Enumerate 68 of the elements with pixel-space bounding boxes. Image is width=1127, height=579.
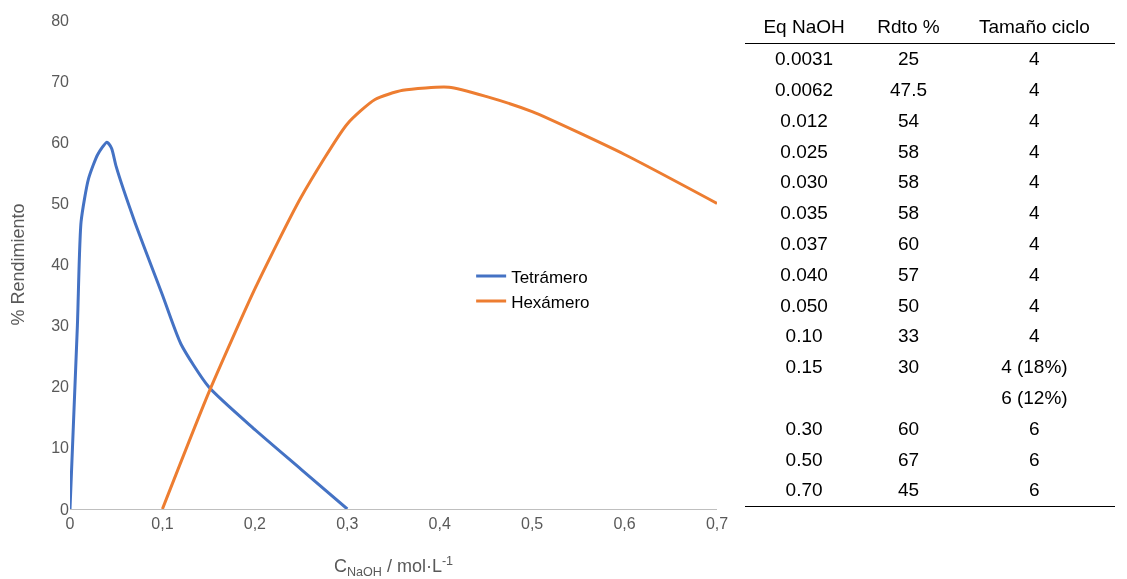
y-tick-label: 40 <box>51 256 70 274</box>
category-label: Tamaño ciclo <box>953 12 1115 44</box>
text: 4 <box>1028 293 1041 318</box>
text: 4 <box>1028 108 1041 133</box>
y-tick-label: 70 <box>51 72 70 90</box>
text: 60 <box>896 416 921 441</box>
text: 4 <box>1028 262 1041 287</box>
text: 4 <box>1028 78 1041 102</box>
text: 4 <box>1028 47 1041 72</box>
text: 6 <box>1028 416 1041 441</box>
text: 58 <box>896 201 921 226</box>
text: 0.0031 <box>774 47 835 72</box>
text: 4 <box>1028 139 1041 164</box>
text: 0.050 <box>779 293 829 318</box>
y-tick-label: 10 <box>51 439 70 457</box>
y-tick-label: 0 <box>60 500 70 518</box>
text: 0.025 <box>779 139 829 164</box>
text: 0.030 <box>779 170 829 195</box>
text: 57 <box>896 262 921 287</box>
text: 0.30 <box>784 416 824 441</box>
text: 0.040 <box>779 262 829 287</box>
legend-label: Hexámero <box>511 292 590 312</box>
x-tick-label: 0,3 <box>336 515 359 533</box>
text: 6 (12%) <box>1000 385 1069 410</box>
text: 0.0062 <box>774 78 835 102</box>
x-tick-label: 0,1 <box>151 515 174 533</box>
text: 50 <box>896 293 921 318</box>
text: 58 <box>896 170 921 195</box>
text: 47.5 <box>889 78 928 102</box>
x-tick-label: 0,4 <box>428 515 451 533</box>
text: 33 <box>896 324 921 349</box>
text: 4 <box>1028 201 1041 226</box>
legend-label: Tetrámero <box>511 267 588 287</box>
text: 6 <box>1028 447 1041 472</box>
text: 67 <box>896 447 921 472</box>
text: 0.15 <box>784 355 824 380</box>
y-tick-label: 50 <box>51 194 70 212</box>
text: 0.035 <box>779 201 829 226</box>
category-label: Eq NaOH <box>745 12 864 44</box>
text: 60 <box>896 231 921 256</box>
x-tick-label: 0,7 <box>705 515 729 533</box>
text: 0.10 <box>784 324 824 349</box>
line-series <box>70 140 349 509</box>
text: 0.50 <box>784 447 824 472</box>
text: 4 (18%) <box>1000 355 1069 380</box>
text: 6 <box>953 474 1115 507</box>
x-tick-label: 0,5 <box>521 515 544 533</box>
text: 4 <box>1028 231 1041 256</box>
text: 0.012 <box>779 108 829 133</box>
line-series <box>160 85 717 509</box>
text: 0.037 <box>779 231 829 256</box>
text: 54 <box>896 108 921 133</box>
text: 0.70 <box>745 474 864 507</box>
text: 4 <box>1028 170 1041 195</box>
text: 25 <box>896 47 921 72</box>
y-axis-title: % Rendimiento <box>8 203 28 326</box>
x-tick-label: 0,2 <box>243 515 267 533</box>
text: 30 <box>896 355 921 380</box>
x-tick-label: 0,6 <box>613 515 636 533</box>
category-label: Rdto % <box>863 12 954 44</box>
y-tick-label: 60 <box>51 133 70 151</box>
text: 45 <box>863 474 954 507</box>
text: 4 <box>1028 324 1041 349</box>
text: 58 <box>896 139 921 164</box>
x-axis-title: C$_{NaOH}$ / mol·L$^{-1}$ <box>333 553 454 579</box>
y-tick-label: 30 <box>51 317 70 335</box>
y-tick-label: 20 <box>51 378 70 396</box>
y-tick-label: 80 <box>51 11 70 29</box>
